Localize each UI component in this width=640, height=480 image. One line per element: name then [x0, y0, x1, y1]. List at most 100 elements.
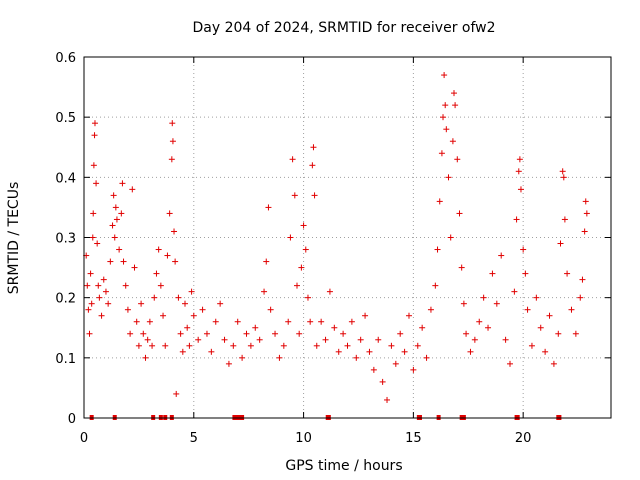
data-point — [318, 318, 325, 325]
data-point — [169, 138, 176, 145]
data-point — [239, 354, 246, 361]
data-point — [120, 258, 127, 265]
data-point — [175, 294, 182, 301]
data-point — [110, 192, 117, 199]
grid-lines — [84, 57, 611, 418]
data-point — [118, 210, 125, 217]
data-point — [442, 102, 449, 109]
x-axis-label: GPS time / hours — [285, 458, 402, 474]
data-point — [280, 342, 287, 349]
data-point — [560, 174, 567, 181]
data-point — [414, 342, 421, 349]
data-point — [405, 312, 412, 319]
data-point — [502, 336, 509, 343]
data-point — [307, 318, 314, 325]
data-point — [100, 276, 107, 283]
data-point — [199, 306, 206, 313]
data-point — [458, 264, 465, 271]
data-point — [546, 312, 553, 319]
data-point — [555, 330, 562, 337]
data-point — [131, 264, 138, 271]
data-point — [392, 360, 399, 367]
data-point — [572, 330, 579, 337]
data-point — [86, 330, 93, 337]
data-point — [340, 330, 347, 337]
data-point — [88, 300, 95, 307]
data-point — [463, 330, 470, 337]
data-point — [89, 234, 96, 241]
data-point — [105, 300, 112, 307]
data-point — [450, 90, 457, 97]
y-tick-label: 0.1 — [55, 352, 76, 367]
data-point — [289, 156, 296, 163]
data-point — [581, 228, 588, 235]
data-point — [151, 294, 158, 301]
data-point — [441, 72, 448, 79]
data-point — [122, 282, 129, 289]
data-point — [230, 342, 237, 349]
data-point — [397, 330, 404, 337]
data-point — [127, 330, 134, 337]
data-point — [94, 240, 101, 247]
data-point — [173, 390, 180, 397]
data-point — [559, 168, 566, 175]
data-point — [388, 342, 395, 349]
data-point — [528, 342, 535, 349]
data-point — [182, 300, 189, 307]
data-point — [109, 222, 116, 229]
data-point — [168, 156, 175, 163]
data-point — [272, 330, 279, 337]
data-point — [263, 258, 270, 265]
data-point — [485, 324, 492, 331]
data-point — [304, 294, 311, 301]
data-point — [96, 294, 103, 301]
data-point — [335, 348, 342, 355]
data-point — [252, 324, 259, 331]
data-point — [537, 324, 544, 331]
data-point — [467, 348, 474, 355]
y-tick-label: 0.5 — [55, 111, 76, 126]
data-point — [438, 150, 445, 157]
data-point — [522, 270, 529, 277]
data-point — [309, 162, 316, 169]
data-point — [533, 294, 540, 301]
data-point — [293, 282, 300, 289]
data-point — [162, 342, 169, 349]
data-point — [436, 198, 443, 205]
data-point — [434, 246, 441, 253]
data-point — [440, 114, 447, 121]
data-point — [107, 258, 114, 265]
data-point — [91, 120, 98, 127]
data-point — [456, 210, 463, 217]
data-point — [348, 318, 355, 325]
data-point — [85, 306, 92, 313]
data-point — [427, 306, 434, 313]
data-point — [493, 300, 500, 307]
data-point — [557, 240, 564, 247]
data-point — [564, 270, 571, 277]
data-point — [419, 324, 426, 331]
data-point — [256, 336, 263, 343]
x-tick-label: 20 — [515, 431, 532, 446]
data-point — [582, 198, 589, 205]
data-point — [579, 276, 586, 283]
x-tick-label: 5 — [190, 431, 198, 446]
data-point — [153, 270, 160, 277]
x-tick-label: 10 — [295, 431, 312, 446]
data-point — [353, 354, 360, 361]
data-point — [84, 282, 91, 289]
data-point — [313, 342, 320, 349]
data-point — [511, 288, 518, 295]
y-tick-label: 0.3 — [55, 232, 76, 247]
data-point — [449, 138, 456, 145]
data-point — [379, 378, 386, 385]
data-point — [285, 318, 292, 325]
data-point — [370, 366, 377, 373]
data-point — [190, 312, 197, 319]
data-point — [177, 330, 184, 337]
data-point — [476, 318, 483, 325]
data-point — [310, 144, 317, 151]
data-point — [95, 282, 102, 289]
data-point — [287, 234, 294, 241]
